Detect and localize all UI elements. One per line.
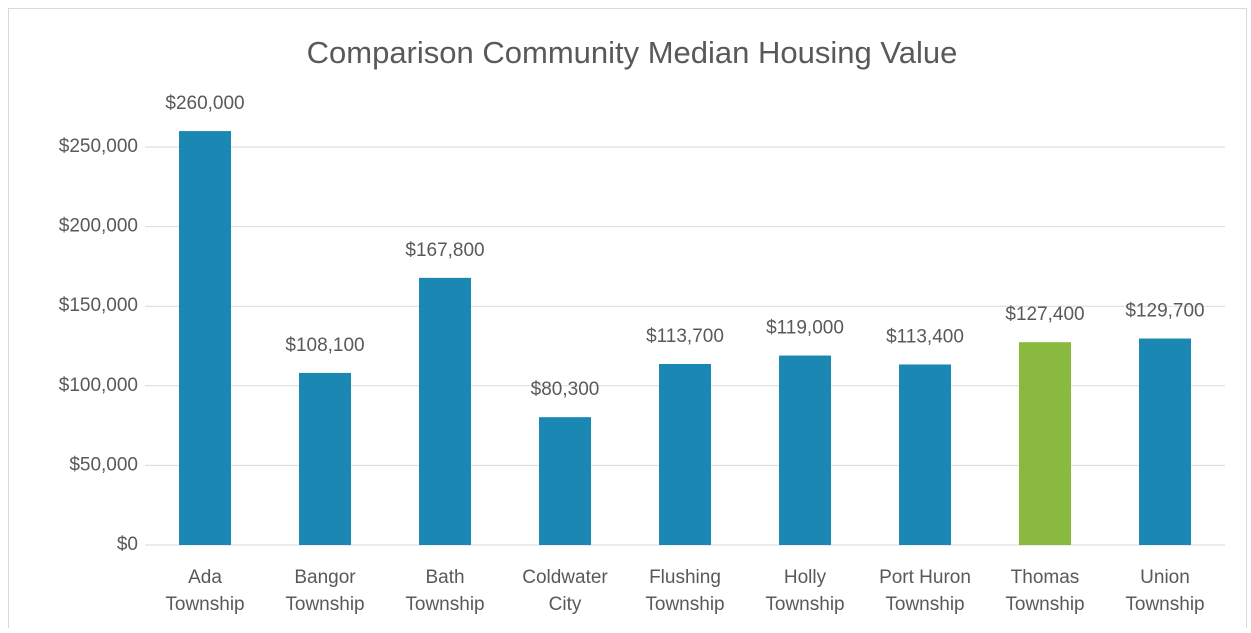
- x-tick-label: Holly Township: [765, 567, 844, 615]
- x-tick-label: Ada Township: [165, 567, 244, 615]
- chart-title: Comparison Community Median Housing Valu…: [307, 35, 958, 70]
- y-tick-label: $200,000: [59, 216, 138, 237]
- data-label: $108,100: [285, 335, 364, 356]
- bar: [899, 364, 951, 545]
- y-tick-label: $0: [117, 534, 138, 555]
- x-tick-label: Union Township: [1125, 567, 1204, 615]
- data-label: $119,000: [766, 318, 844, 339]
- bar: [299, 372, 351, 545]
- bar: [419, 277, 471, 545]
- data-label: $129,700: [1125, 301, 1204, 322]
- x-tick-label: Bath Township: [405, 567, 484, 615]
- y-tick-label: $50,000: [69, 454, 138, 475]
- bar: [539, 417, 591, 545]
- bar: [1139, 338, 1191, 545]
- bar: [659, 363, 711, 545]
- y-tick-label: $150,000: [59, 295, 138, 316]
- data-label: $113,400: [886, 326, 964, 347]
- x-tick-label: Flushing Township: [645, 567, 724, 615]
- data-label: $260,000: [165, 93, 244, 114]
- x-tick-label: Port Huron Township: [879, 567, 971, 615]
- y-tick-label: $100,000: [59, 375, 138, 396]
- x-tick-label: Bangor Township: [285, 567, 364, 615]
- bar: [1019, 342, 1071, 545]
- data-label: $80,300: [531, 379, 600, 400]
- bar: [179, 131, 231, 545]
- data-label: $127,400: [1005, 304, 1084, 325]
- data-label: $113,700: [646, 326, 724, 347]
- data-label: $167,800: [405, 240, 484, 261]
- x-tick-label: Thomas Township: [1005, 567, 1084, 615]
- y-tick-label: $250,000: [59, 136, 138, 157]
- bar: [779, 355, 831, 545]
- x-tick-label: Coldwater City: [522, 567, 608, 615]
